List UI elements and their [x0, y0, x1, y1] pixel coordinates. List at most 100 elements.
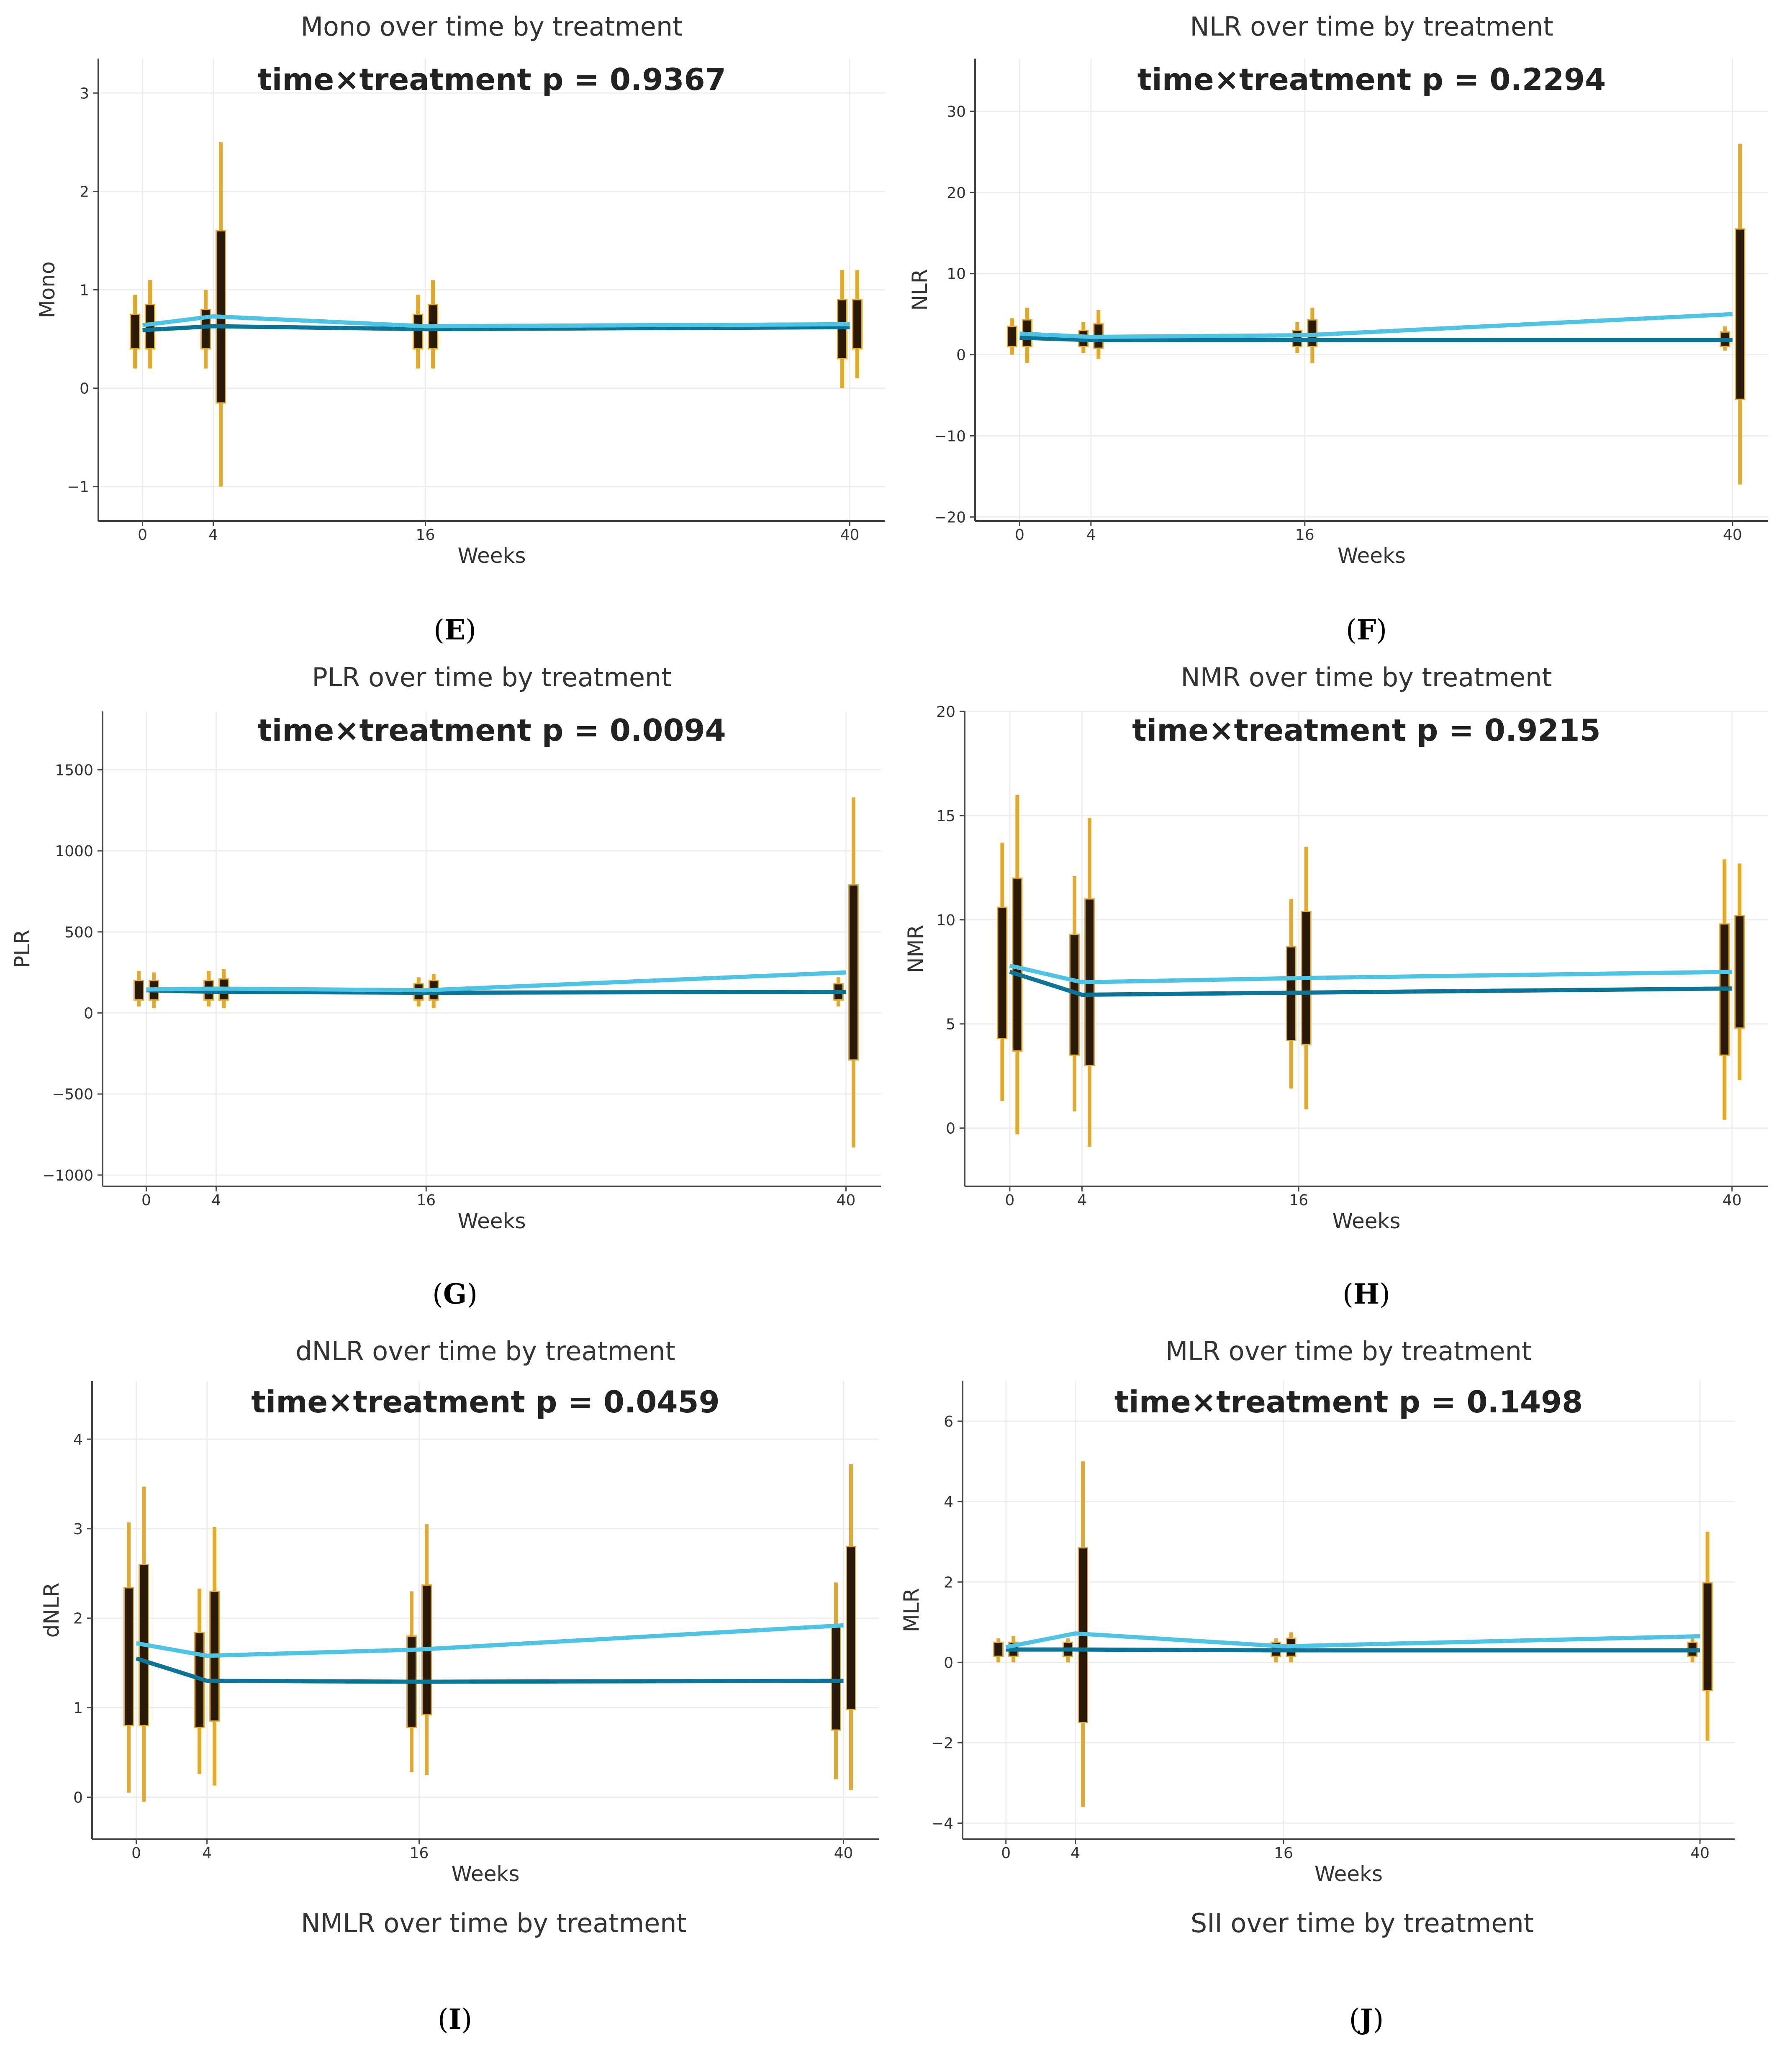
x-tick-label: 16	[416, 526, 435, 544]
chart-title: Mono over time by treatment	[301, 11, 683, 42]
y-tick-label: 1500	[55, 762, 93, 779]
y-tick-label: 0	[956, 347, 966, 364]
x-tick-label: 4	[211, 1192, 221, 1209]
x-tick-label: 0	[141, 1192, 151, 1209]
x-tick-label: 0	[1005, 1192, 1014, 1209]
x-tick-label: 16	[410, 1845, 429, 1862]
y-tick-label: 3	[73, 1521, 83, 1538]
y-axis-label: PLR	[10, 929, 34, 968]
panel-label-H: (H)	[1343, 1278, 1390, 1310]
interaction-p-value: time×treatment p = 0.1498	[1114, 1384, 1583, 1420]
y-axis-label: NLR	[908, 269, 932, 311]
y-tick-label: 1000	[55, 843, 93, 860]
interaction-p-value: time×treatment p = 0.9215	[1132, 713, 1600, 748]
y-tick-label: 15	[936, 808, 955, 825]
iqr-box	[993, 1641, 1004, 1657]
interaction-p-value: time×treatment p = 0.9367	[257, 62, 726, 97]
y-tick-label: 0	[73, 1789, 83, 1806]
nmlr-chart-title: NMLR over time by treatment	[301, 1908, 687, 1938]
series-line-2	[142, 314, 850, 329]
y-tick-label: 4	[944, 1494, 953, 1511]
y-tick-label: −10	[934, 428, 966, 445]
iqr-box	[831, 1625, 842, 1731]
nmr-chart: 0 5 10 15 20 0 4 16 40 NMR over time by treatment…	[904, 662, 1768, 1233]
panel-label-G: (G)	[432, 1278, 478, 1310]
interaction-p-value: time×treatment p = 0.0459	[251, 1384, 719, 1420]
series-line-2	[1019, 312, 1733, 339]
y-tick-label: 6	[944, 1413, 953, 1430]
x-tick-label: 4	[202, 1845, 212, 1862]
panel-label-F: (F)	[1346, 614, 1387, 646]
x-tick-label: 40	[834, 1845, 853, 1862]
series-line-2	[146, 970, 846, 993]
y-tick-label: 10	[936, 912, 955, 929]
series-line-1	[142, 324, 850, 332]
x-axis-label: Weeks	[1332, 1209, 1400, 1233]
series-line-2	[1009, 963, 1732, 985]
series-line-1	[1019, 335, 1733, 342]
y-tick-label: 0	[944, 1654, 953, 1671]
x-axis-label: Weeks	[457, 1209, 526, 1233]
y-axis-label: MLR	[899, 1588, 924, 1633]
iqr-box	[1702, 1582, 1713, 1692]
y-tick-label: 30	[947, 103, 966, 121]
x-tick-label: 0	[1001, 1845, 1011, 1862]
x-tick-label: 16	[1274, 1845, 1293, 1862]
y-tick-label: 5	[946, 1016, 955, 1033]
x-tick-label: 0	[1015, 526, 1024, 544]
y-axis-label: dNLR	[39, 1583, 64, 1638]
series-line-1	[136, 1656, 844, 1684]
iqr-box	[1734, 915, 1745, 1029]
plr-chart: −1000 −500 0 500 1000 1500 0 4 16 40 PLR over time…	[10, 662, 881, 1233]
y-tick-label: 500	[64, 924, 93, 941]
x-tick-label: 4	[1071, 1845, 1080, 1862]
x-tick-label: 16	[1289, 1192, 1308, 1209]
panel-label-J: (J)	[1349, 2003, 1384, 2036]
chart-title: MLR over time by treatment	[1166, 1336, 1532, 1366]
chart-title: NMR over time by treatment	[1181, 662, 1552, 693]
y-axis-label: NMR	[904, 925, 928, 973]
interaction-p-value: time×treatment p = 0.2294	[1137, 62, 1606, 97]
series-line-1	[1006, 1647, 1700, 1653]
x-tick-label: 16	[1295, 526, 1314, 544]
series-line-2	[136, 1623, 844, 1658]
iqr-box	[123, 1587, 134, 1726]
x-axis-label: Weeks	[457, 544, 526, 568]
x-tick-label: 40	[1723, 1192, 1742, 1209]
iqr-box	[848, 884, 859, 1061]
sii-chart-title: SII over time by treatment	[1191, 1908, 1534, 1938]
iqr-box	[1006, 326, 1017, 347]
y-tick-label: −1000	[42, 1167, 93, 1184]
y-tick-label: 2	[73, 1610, 83, 1627]
y-tick-label: −500	[52, 1086, 93, 1103]
series-line-2	[1005, 1631, 1700, 1649]
iqr-box	[846, 1546, 857, 1710]
chart-title: NLR over time by treatment	[1190, 11, 1553, 42]
y-tick-label: 0	[80, 380, 89, 398]
y-tick-label: −20	[934, 509, 966, 526]
y-tick-label: 1	[73, 1700, 83, 1717]
series-line-1	[1009, 970, 1732, 997]
chart-title: PLR over time by treatment	[312, 662, 671, 693]
y-tick-label: 1	[80, 282, 89, 299]
x-axis-label: Weeks	[1314, 1862, 1383, 1886]
x-axis-label: Weeks	[1338, 544, 1406, 568]
y-tick-label: 0	[946, 1120, 955, 1137]
iqr-box	[997, 906, 1008, 1040]
y-tick-label: 2	[944, 1574, 953, 1591]
iqr-box	[852, 299, 863, 350]
x-tick-label: 4	[208, 526, 218, 544]
y-tick-label: −1	[67, 479, 89, 496]
mono-chart: −1 0 1 2 3 0 4 16 40 Mono over time by treatment t…	[35, 11, 885, 568]
x-tick-label: 40	[840, 526, 860, 544]
y-tick-label: 10	[947, 266, 966, 283]
x-tick-label: 4	[1086, 526, 1096, 544]
y-axis-label: Mono	[35, 261, 59, 318]
iqr-box	[1735, 228, 1746, 400]
x-tick-label: 0	[138, 526, 147, 544]
x-tick-label: 40	[1723, 526, 1742, 544]
y-tick-label: 3	[80, 85, 89, 102]
x-tick-label: 40	[836, 1192, 855, 1209]
